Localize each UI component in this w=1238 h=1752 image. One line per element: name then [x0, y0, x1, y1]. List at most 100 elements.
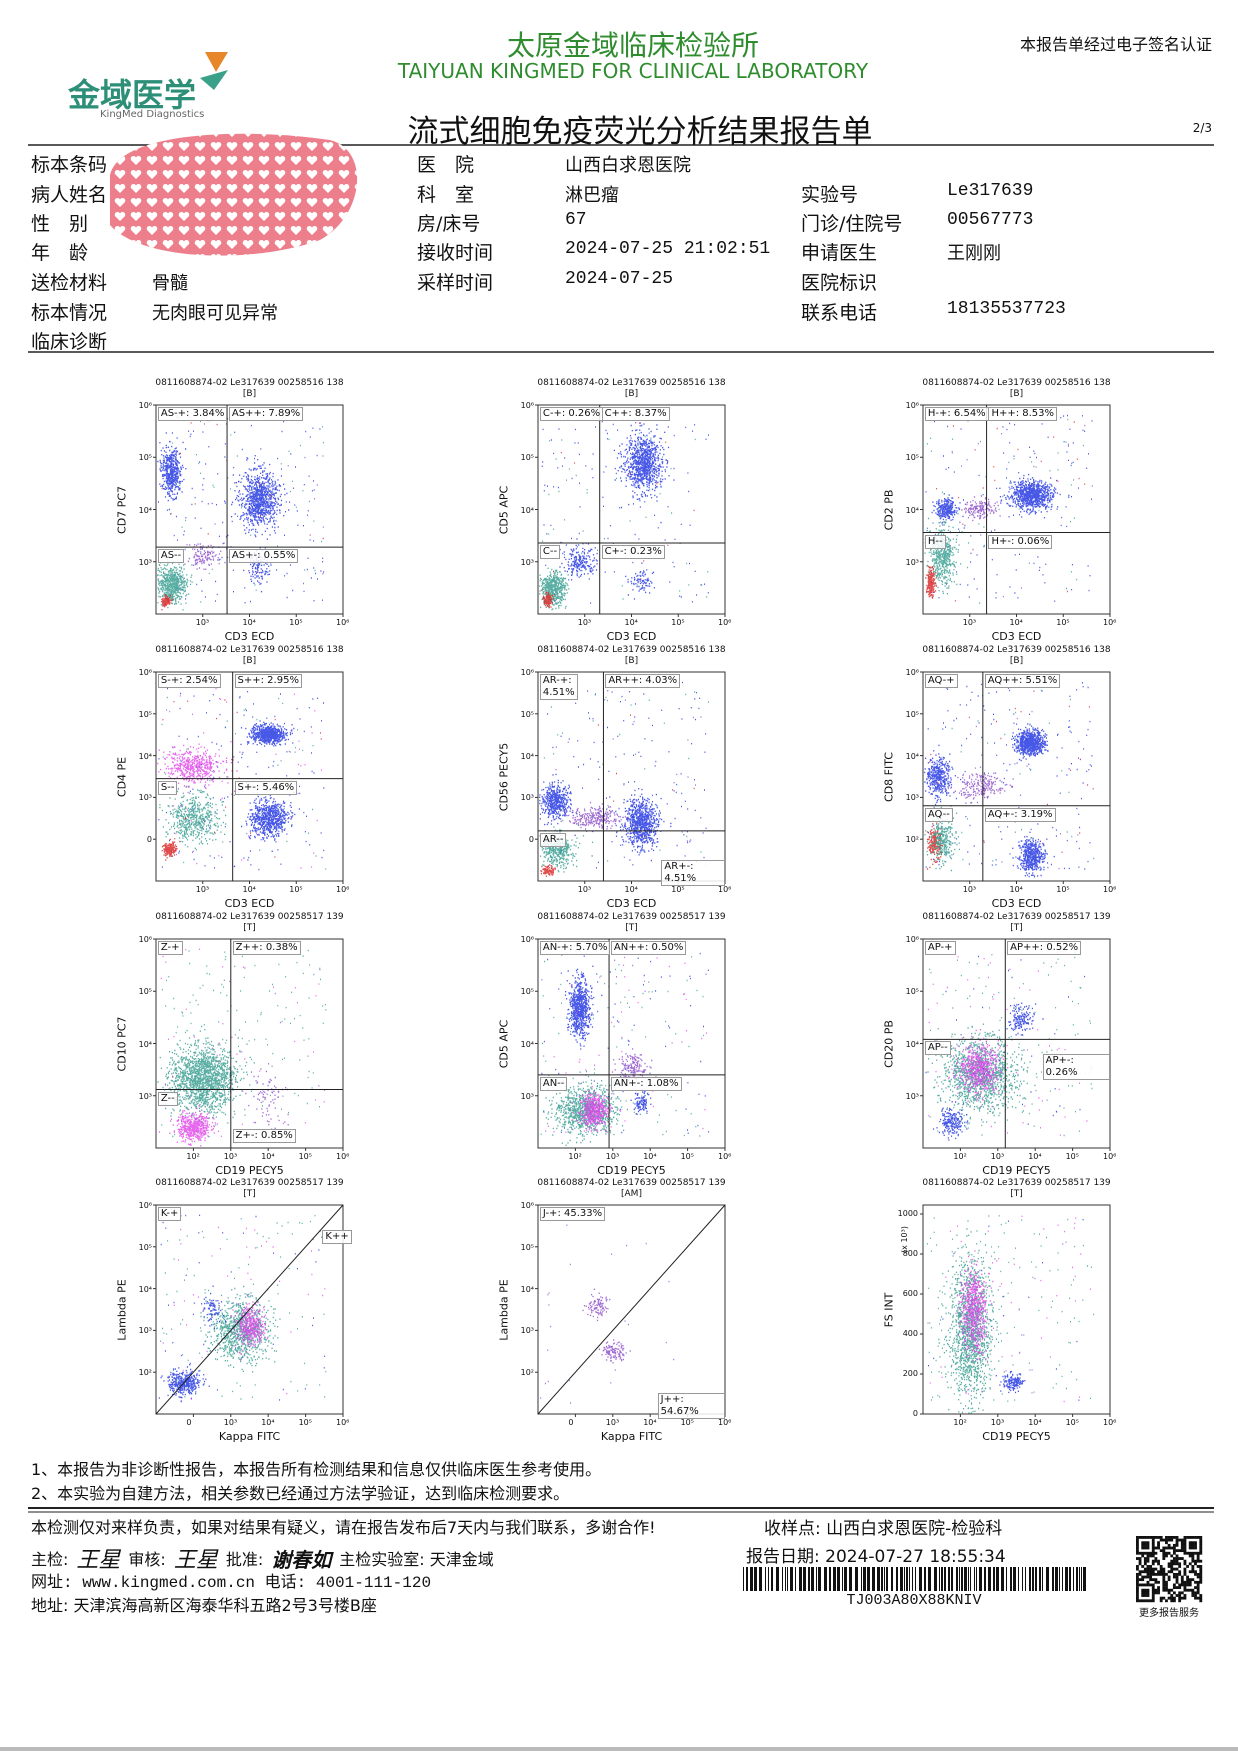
cell-events — [543, 952, 709, 1115]
x-tick-label: 10⁶ — [336, 885, 350, 894]
plot-area — [920, 671, 1111, 884]
report-title: 流式细胞免疫荧光分析结果报告单 — [407, 114, 873, 150]
field-label: 性 别 — [31, 213, 89, 235]
qr-cell — [1188, 1580, 1192, 1584]
plot-area — [153, 404, 344, 617]
qr-cell — [1143, 1546, 1147, 1550]
qr-cell — [1191, 1588, 1195, 1592]
plot-area — [153, 1204, 344, 1417]
qr-cell — [1149, 1554, 1153, 1558]
x-tick-label: 10⁶ — [718, 885, 732, 894]
cell-events — [158, 683, 325, 871]
bar — [837, 1567, 840, 1591]
y-axis-label: CD56 PECY5 — [497, 742, 511, 811]
cell-events — [159, 684, 327, 870]
plot-tube: [T] — [243, 923, 256, 933]
y-tick-label: 10⁴ — [138, 751, 152, 761]
logo-mark — [200, 70, 228, 90]
label: 主检: — [31, 1550, 69, 1569]
qr-cell — [1151, 1551, 1155, 1555]
qr-cell — [1149, 1575, 1153, 1579]
bar — [1073, 1567, 1074, 1591]
x-tick-label: 10⁵ — [1065, 1418, 1079, 1427]
qr-code — [1136, 1536, 1203, 1603]
plot-header: 0811608874-02 Le317639 00258516 138 — [922, 378, 1111, 388]
bar — [909, 1567, 910, 1591]
qr-cell — [1167, 1575, 1171, 1579]
x-tick-label: 10³ — [990, 1152, 1005, 1161]
y-tick-label: 10⁵ — [138, 1242, 152, 1252]
cell-events — [542, 682, 702, 858]
bar — [818, 1567, 821, 1591]
bar — [1069, 1567, 1071, 1591]
qr-cell — [1162, 1567, 1166, 1571]
field-value: 无肉眼可见异常 — [152, 305, 278, 325]
cell-events — [184, 423, 324, 585]
field-label: 申请医生 — [801, 242, 878, 264]
plot-tube: [B] — [242, 656, 257, 666]
qr-cell — [1162, 1551, 1166, 1555]
qr-cell — [1191, 1543, 1195, 1547]
qr-cell — [1165, 1599, 1168, 1603]
plot-header: 0811608874-02 Le317639 00258517 139 — [537, 1178, 726, 1188]
collection: 收样点: 山西白求恩医院-检验科 — [764, 1519, 1003, 1539]
cell-events — [180, 1232, 314, 1357]
qr-cell — [1162, 1596, 1166, 1600]
qr-cell — [1178, 1557, 1182, 1560]
qr-cell — [1172, 1596, 1176, 1600]
qr-cell — [1199, 1551, 1203, 1555]
qr-cell — [1151, 1549, 1155, 1553]
bar — [1083, 1567, 1086, 1591]
qr-cell — [1136, 1599, 1139, 1603]
qr-cell — [1143, 1594, 1147, 1597]
qr-cell — [1165, 1541, 1168, 1545]
qr-cell — [1162, 1549, 1166, 1553]
field-value: 18135537723 — [947, 299, 1066, 319]
gate-label: C-- — [539, 545, 561, 560]
qr-cell — [1191, 1565, 1195, 1568]
qr-cell — [1170, 1559, 1174, 1563]
qr-cell — [1154, 1557, 1158, 1560]
qr-cell — [1167, 1588, 1171, 1592]
gate-label: Z-- — [157, 1091, 178, 1106]
x-axis-label: CD3 ECD — [224, 897, 275, 910]
field-label: 临床诊断 — [31, 331, 108, 353]
x-axis-label: CD3 ECD — [991, 897, 1042, 910]
barcode-text: TJ003A80X88KNIV — [846, 1592, 982, 1609]
qr-cell — [1146, 1565, 1150, 1568]
qr-cell — [1157, 1586, 1160, 1589]
bar — [1081, 1567, 1082, 1591]
bar — [1042, 1567, 1043, 1591]
x-tick-label: 10³ — [195, 885, 210, 894]
qr-cell — [1175, 1562, 1179, 1566]
x-tick-label: 10⁵ — [671, 618, 685, 627]
qr-cell — [1143, 1562, 1147, 1566]
qr-cell — [1191, 1567, 1195, 1571]
qr-cell — [1146, 1554, 1150, 1558]
qr-cell — [1141, 1554, 1145, 1558]
gate-label: AP+-: 0.26% — [1042, 1053, 1110, 1080]
qr-cell — [1165, 1588, 1168, 1592]
qr-cell — [1141, 1599, 1145, 1603]
qr-cell — [1172, 1551, 1176, 1555]
qr-cell — [1143, 1583, 1147, 1587]
y-tick-label: 10⁵ — [520, 453, 534, 463]
qr-cell — [1191, 1541, 1195, 1545]
qr-cell — [1151, 1596, 1155, 1600]
qr-cell — [1136, 1551, 1139, 1555]
qr-cell — [1186, 1578, 1189, 1582]
field-value: 67 — [565, 210, 587, 230]
qr-cell — [1143, 1588, 1147, 1592]
qr-cell — [1186, 1551, 1189, 1555]
label: 审核: — [128, 1550, 166, 1569]
y-tick-label: 10⁴ — [138, 505, 152, 515]
y-tick-label: 10⁶ — [520, 1201, 534, 1210]
qr-cell — [1183, 1549, 1187, 1553]
bar — [934, 1567, 937, 1591]
qr-cell — [1191, 1570, 1195, 1574]
cell-events — [158, 948, 326, 1147]
x-axis-label: CD3 ECD — [606, 897, 657, 910]
qr-cell — [1143, 1543, 1147, 1547]
bar — [1001, 1567, 1004, 1591]
qr-cell — [1199, 1594, 1203, 1597]
